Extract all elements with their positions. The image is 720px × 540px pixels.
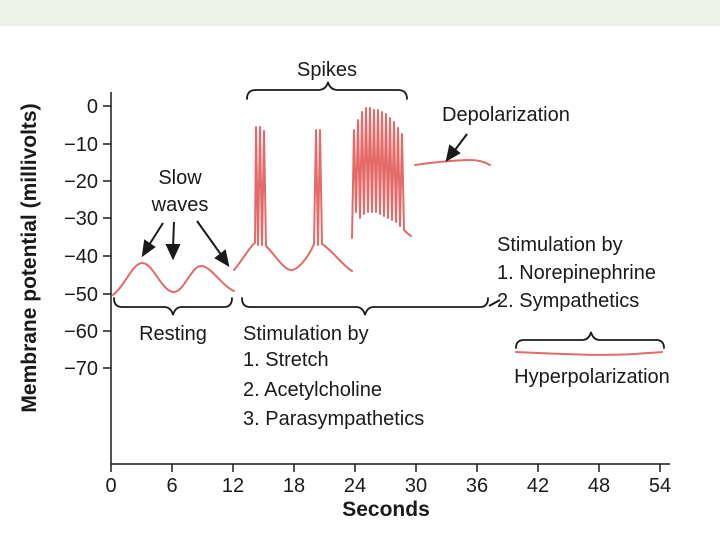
sympathetic-stim-item: 2. Sympathetics <box>497 290 639 312</box>
resting-label: Resting <box>139 323 207 345</box>
parasympathetic-brace <box>241 297 489 316</box>
y-tick-label: −70 <box>64 358 98 380</box>
depolarization-arrowhead <box>445 144 461 163</box>
parasympathetic-stim-item: 1. Stretch <box>243 349 329 371</box>
slow-wave-arrow-left <box>148 222 164 246</box>
y-tick-marks <box>103 105 111 369</box>
hyperpolarization-trace <box>515 351 663 356</box>
slow-waves-label-line1: Slow <box>158 167 202 189</box>
slow-wave-arrowhead-left <box>141 239 156 258</box>
x-tick-label: 0 <box>105 475 116 497</box>
x-tick-label: 6 <box>166 475 177 497</box>
x-tick-label: 24 <box>344 475 366 497</box>
y-tick-label: 0 <box>87 96 98 118</box>
depolarization-trace <box>414 159 491 166</box>
spikes-brace <box>246 81 408 100</box>
y-tick-label: −20 <box>64 171 98 193</box>
parasympathetic-stim-item: 2. Acetylcholine <box>243 379 382 401</box>
y-tick-label: −40 <box>64 246 98 268</box>
sympathetic-stim-title: Stimulation by <box>497 234 623 256</box>
parasympathetic-stim-title: Stimulation by <box>243 323 369 345</box>
spikes-label: Spikes <box>297 59 357 81</box>
y-tick-label: −60 <box>64 321 98 343</box>
parasympathetic-stim-item: 3. Parasympathetics <box>243 408 424 430</box>
slow-waves-label-line2: waves <box>151 194 209 216</box>
x-tick-marks <box>110 464 661 472</box>
hyperpolarization-label: Hyperpolarization <box>514 366 670 388</box>
depolarization-label: Depolarization <box>442 104 570 126</box>
y-tick-label: −10 <box>64 134 98 156</box>
arrows <box>141 133 501 307</box>
y-tick-label: −30 <box>64 208 98 230</box>
slow-wave-arrowhead-right <box>214 249 230 268</box>
x-tick-label: 54 <box>649 475 671 497</box>
spike-burst-trace <box>351 107 412 239</box>
x-tick-label: 30 <box>405 475 427 497</box>
resting-slow-wave-trace <box>112 262 235 296</box>
x-tick-label: 36 <box>466 475 488 497</box>
sympathetic-stim-item: 1. Norepinephrine <box>497 262 656 284</box>
top-band <box>0 0 720 26</box>
slow-wave-arrow-right <box>196 220 223 257</box>
depolarization-arrow <box>454 133 468 151</box>
membrane-traces <box>112 107 663 356</box>
x-tick-label: 18 <box>283 475 305 497</box>
x-tick-labels: 0 6 12 18 24 30 36 42 48 54 <box>105 475 671 497</box>
stimulated-spike-trace <box>233 126 353 272</box>
braces <box>113 81 665 349</box>
resting-brace <box>113 297 233 316</box>
slow-wave-arrowhead-middle <box>165 244 181 261</box>
y-tick-label: −50 <box>64 284 98 306</box>
hyperpolarization-brace <box>515 331 665 349</box>
y-tick-labels: 0 −10 −20 −30 −40 −50 −60 −70 <box>64 96 98 380</box>
x-axis-title: Seconds <box>342 498 430 521</box>
y-axis-title: Membrane potential (millivolts) <box>18 103 41 412</box>
sympathetic-pointer <box>488 299 501 307</box>
x-tick-label: 48 <box>588 475 610 497</box>
slow-wave-arrow-middle <box>172 221 175 249</box>
x-tick-label: 42 <box>527 475 549 497</box>
x-tick-label: 12 <box>222 475 244 497</box>
